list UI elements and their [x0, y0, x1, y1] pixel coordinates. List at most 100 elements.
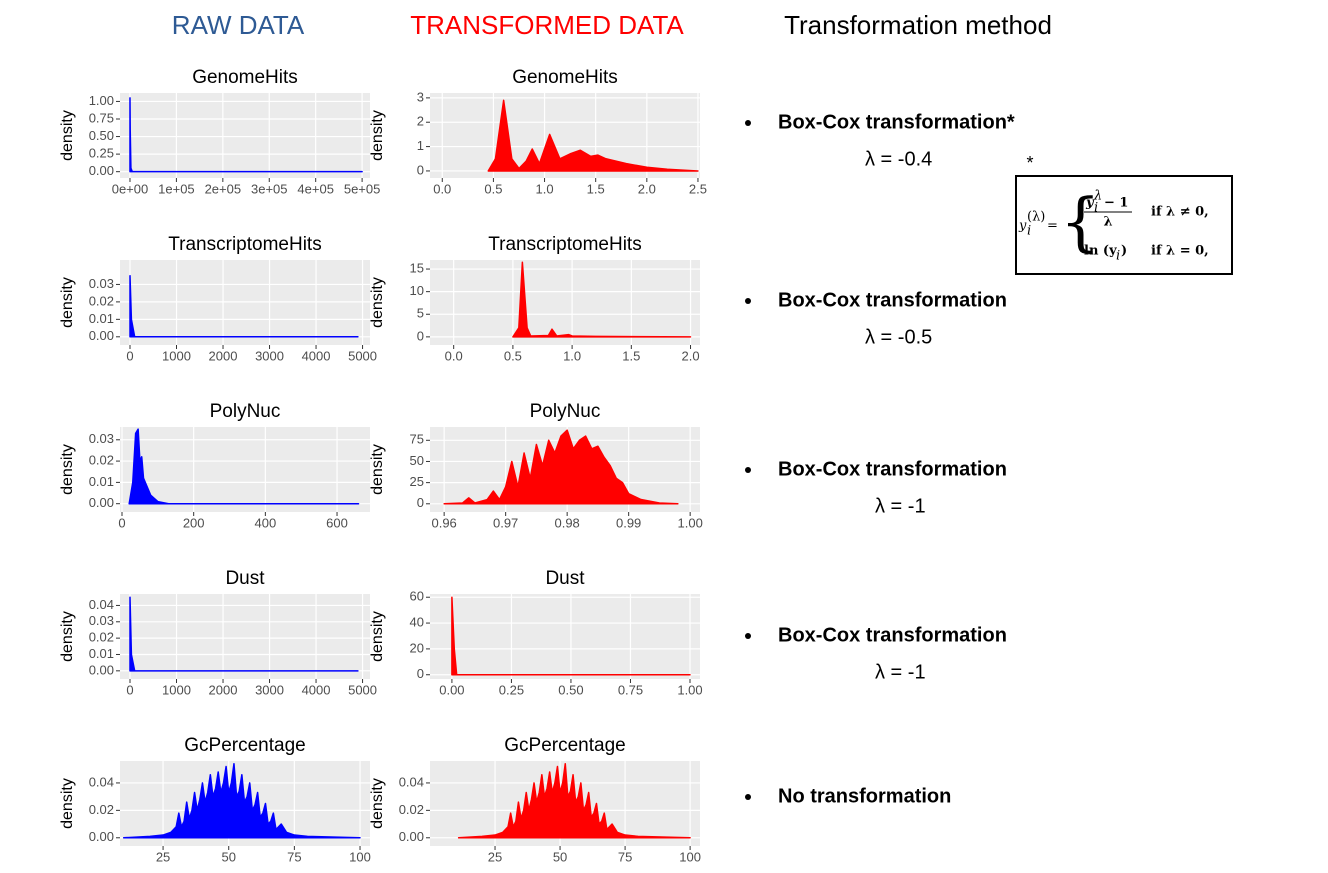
- x-tick-label: 5e+05: [344, 181, 381, 196]
- y-tick-label: 0.04: [89, 597, 114, 612]
- x-tick-label: 1000: [162, 682, 191, 697]
- lambda: λ = -0.5: [865, 326, 932, 348]
- x-tick-label: 0.25: [499, 682, 524, 697]
- formula-text: if λ ≠ 0,: [1151, 205, 1209, 220]
- formula-text: ): [1121, 244, 1127, 259]
- density-area: [457, 762, 691, 839]
- formula: y i (λ) = { y i λ − 1 λ if λ ≠ 0, ln (y …: [1018, 186, 1209, 264]
- y-tick-label: 0.04: [89, 774, 114, 789]
- x-tick-label: 0e+00: [112, 181, 149, 196]
- x-tick-label: 1.0: [563, 348, 581, 363]
- plot-area: [129, 274, 359, 338]
- x-tick-label: 25: [488, 849, 502, 864]
- y-tick-label: 0.03: [89, 613, 114, 628]
- density-plot: GcPercentage 0.00 0.02 0.04 25 50 75 100 density: [59, 735, 371, 864]
- formula-text: ln (y: [1084, 244, 1117, 259]
- y-axis-label: density: [369, 611, 386, 662]
- y-axis-label: density: [59, 110, 76, 161]
- density-plot: GcPercentage 0.00 0.02 0.04 25 50 75 100 density: [369, 735, 701, 864]
- x-tick-label: 0.99: [616, 515, 641, 530]
- y-tick-label: 75: [410, 432, 424, 447]
- method-header: Transformation method: [784, 10, 1052, 40]
- bullet: [745, 298, 751, 304]
- y-tick-label: 0.00: [399, 829, 424, 844]
- plot-area: [128, 428, 360, 505]
- y-axis-label: density: [59, 277, 76, 328]
- density-plot: PolyNuc 0.00 0.01 0.02 0.03 0 200 400 600 density: [59, 401, 370, 530]
- x-tick-label: 4000: [302, 682, 331, 697]
- x-tick-label: 0.50: [558, 682, 583, 697]
- y-axis-label: density: [369, 110, 386, 161]
- x-tick-label: 0.97: [493, 515, 518, 530]
- formula-text: =: [1047, 219, 1058, 234]
- plot-title: GcPercentage: [184, 735, 305, 756]
- y-tick-label: 5: [417, 306, 424, 321]
- density-plot: Dust 0.000.010.02 0.030.04 0 1000 2000 3000 400…: [59, 568, 377, 697]
- x-tick-label: 2e+05: [205, 181, 242, 196]
- y-tick-label: 25: [410, 474, 424, 489]
- density-area: [487, 99, 699, 172]
- y-axis-label: density: [369, 778, 386, 829]
- plot-title: GcPercentage: [504, 735, 625, 756]
- density-area: [129, 274, 359, 338]
- x-tick-label: 0.0: [445, 348, 463, 363]
- y-tick-label: 50: [410, 453, 424, 468]
- y-axis-label: density: [59, 444, 76, 495]
- lambda: λ = -1: [875, 661, 926, 683]
- density-plot: TranscriptomeHits 0 5 10 15 0.0 0.5 1.0 1.5 2.0 de…: [369, 234, 700, 363]
- method-name: Box-Cox transformation: [778, 458, 1007, 480]
- y-tick-label: 0.00: [89, 829, 114, 844]
- x-tick-label: 0: [118, 515, 125, 530]
- formula-text: − 1: [1104, 196, 1128, 211]
- formula-brace: {: [1060, 186, 1101, 260]
- bullet: [745, 794, 751, 800]
- raw-header: RAW DATA: [172, 10, 305, 40]
- y-tick-label: 0.00: [89, 163, 114, 178]
- x-tick-label: 2000: [209, 348, 238, 363]
- x-tick-label: 4e+05: [297, 181, 334, 196]
- x-tick-label: 4000: [302, 348, 331, 363]
- x-tick-label: 1.00: [678, 515, 703, 530]
- y-tick-label: 0.03: [89, 431, 114, 446]
- x-tick-label: 75: [287, 849, 301, 864]
- method-name: Box-Cox transformation*: [778, 111, 1015, 133]
- y-tick-label: 0.02: [89, 802, 114, 817]
- plot-area: [129, 596, 359, 672]
- formula-text: (λ): [1027, 210, 1045, 225]
- x-tick-label: 200: [183, 515, 205, 530]
- panel: [430, 594, 700, 679]
- footnote-mark: *: [1026, 153, 1033, 173]
- density-plot: GenomeHits 0 1 2 3 0.0 0.5 1.0 1.5 2.0 2.5 density: [369, 67, 707, 196]
- formula-text: λ: [1093, 189, 1102, 204]
- y-tick-label: 20: [410, 640, 424, 655]
- density-area: [128, 428, 360, 505]
- y-tick-label: 0: [417, 495, 424, 510]
- plot-title: GenomeHits: [512, 67, 618, 88]
- y-axis-label: density: [59, 611, 76, 662]
- y-tick-label: 0.00: [89, 662, 114, 677]
- y-tick-label: 0.01: [89, 474, 114, 489]
- panel: [430, 260, 700, 345]
- x-tick-label: 25: [156, 849, 170, 864]
- y-tick-label: 0.01: [89, 646, 114, 661]
- formula-text: y: [1018, 219, 1027, 234]
- density-area: [122, 762, 361, 839]
- density-area: [129, 596, 359, 672]
- x-tick-label: 0.5: [504, 348, 522, 363]
- y-tick-label: 0.03: [89, 276, 114, 291]
- y-tick-label: 0.50: [89, 128, 114, 143]
- density-area: [512, 261, 692, 338]
- y-tick-label: 1: [417, 138, 424, 153]
- x-tick-label: 1.00: [677, 682, 702, 697]
- plot-area: [512, 261, 692, 338]
- x-tick-label: 1.5: [622, 348, 640, 363]
- x-tick-label: 0.00: [439, 682, 464, 697]
- formula-text: i: [1116, 249, 1120, 264]
- y-axis-label: density: [369, 444, 386, 495]
- y-tick-label: 0.02: [89, 453, 114, 468]
- x-tick-label: 2.0: [638, 181, 656, 196]
- y-tick-label: 40: [410, 615, 424, 630]
- formula-text: if λ = 0,: [1151, 244, 1209, 259]
- y-tick-label: 15: [410, 260, 424, 275]
- panel: [120, 260, 370, 345]
